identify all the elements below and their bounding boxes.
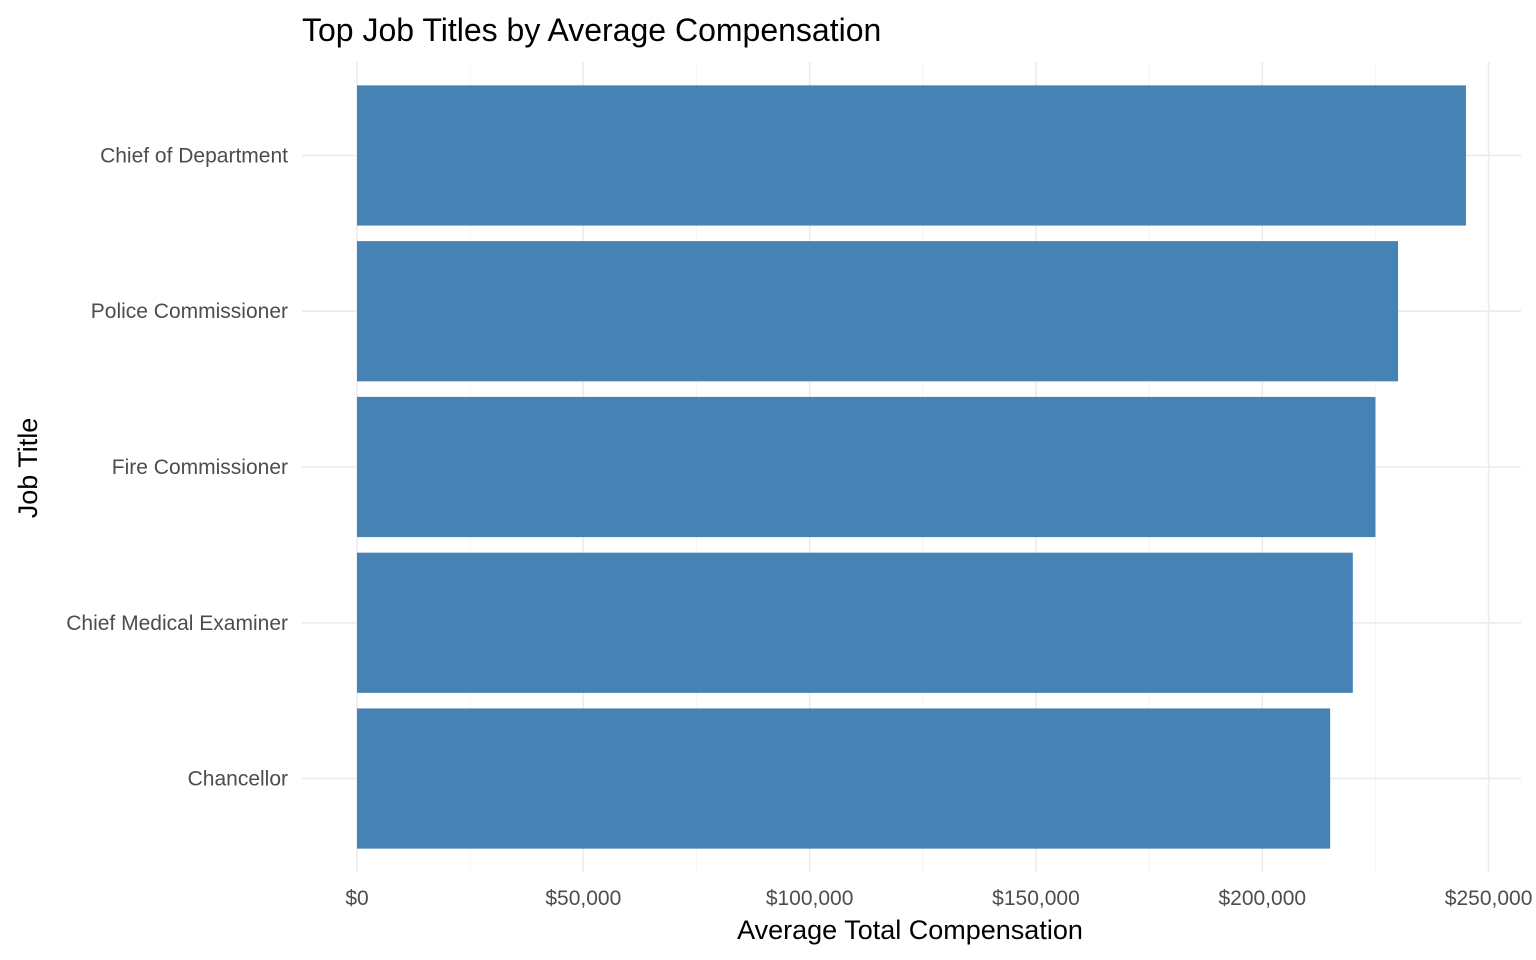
y-axis-title: Job Title: [13, 418, 43, 519]
bar: [357, 85, 1466, 226]
x-axis-title: Average Total Compensation: [737, 915, 1083, 945]
y-tick-label: Chief Medical Examiner: [66, 612, 288, 635]
y-tick-labels: Chief of Department Police Commissioner Fi…: [66, 144, 288, 790]
x-tick-label: $50,000: [545, 887, 621, 910]
bar: [357, 396, 1376, 538]
x-tick-label: $100,000: [766, 887, 854, 910]
x-tick-label: $0: [345, 887, 368, 910]
y-tick-label: Chancellor: [188, 768, 288, 791]
y-tick-label: Chief of Department: [100, 144, 288, 167]
bar: [357, 552, 1353, 693]
bar: [357, 708, 1331, 849]
x-tick-label: $250,000: [1445, 887, 1533, 910]
x-tick-label: $200,000: [1218, 887, 1306, 910]
y-tick-label: Fire Commissioner: [112, 456, 288, 479]
bars-layer: [357, 85, 1466, 849]
x-tick-label: $150,000: [992, 887, 1080, 910]
bar: [357, 241, 1399, 382]
chart-title: Top Job Titles by Average Compensation: [302, 12, 881, 48]
x-tick-labels: $0 $50,000 $100,000 $150,000 $200,000 $250,00…: [345, 887, 1532, 910]
y-tick-label: Police Commissioner: [91, 300, 288, 323]
